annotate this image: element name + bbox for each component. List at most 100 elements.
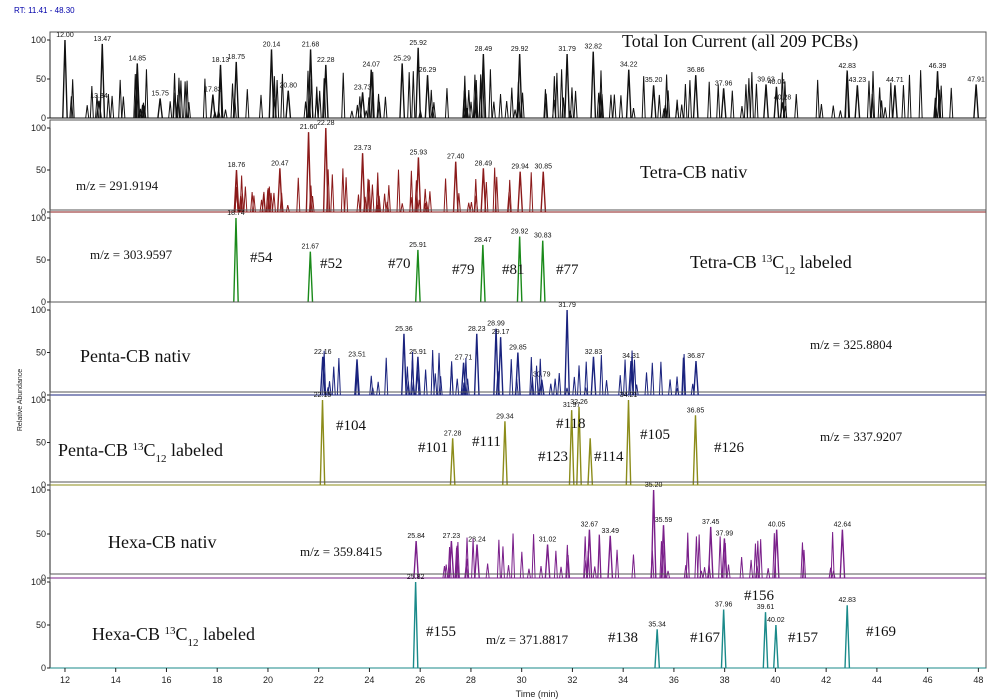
minor-peak — [488, 69, 493, 119]
y-tick-label: 50 — [36, 620, 46, 630]
y-tick-label: 0 — [41, 113, 46, 123]
minor-peak — [357, 96, 362, 119]
minor-peak — [949, 87, 954, 119]
y-tick-label: 50 — [36, 438, 46, 448]
peak — [399, 63, 406, 119]
minor-peak — [355, 104, 360, 119]
minor-peak — [565, 387, 569, 396]
congener-label: #157 — [788, 630, 819, 646]
minor-peak — [675, 99, 680, 119]
minor-peak — [758, 539, 763, 579]
peak-label: 36.87 — [687, 353, 705, 360]
minor-peak — [121, 96, 126, 119]
minor-peak — [261, 191, 266, 213]
minor-peak — [375, 172, 380, 213]
minor-peak — [516, 81, 521, 119]
mz-label: m/z = 291.9194 — [76, 178, 159, 193]
peak — [590, 51, 597, 119]
minor-peak — [134, 74, 139, 119]
peak — [322, 64, 329, 119]
minor-peak — [780, 72, 785, 119]
minor-peak — [815, 79, 820, 119]
peak — [973, 84, 980, 119]
peak-label: 14.85 — [129, 55, 147, 62]
minor-peak — [730, 90, 735, 119]
x-tick-label: 36 — [669, 675, 679, 685]
minor-peak — [382, 193, 387, 213]
peak — [448, 540, 455, 579]
y-axis-title: Relative Abundance — [17, 369, 24, 431]
congener-label: #138 — [608, 630, 638, 646]
minor-peak — [367, 179, 372, 213]
minor-peak — [363, 196, 368, 213]
x-tick-label: 34 — [618, 675, 628, 685]
peak-label: 35.20 — [645, 482, 663, 489]
congener-label: #114 — [594, 449, 624, 465]
peak — [650, 85, 657, 119]
minor-peak — [469, 101, 474, 119]
minor-peak — [632, 359, 637, 396]
minor-peak — [723, 542, 728, 579]
minor-peak — [308, 185, 313, 213]
congener-label: #105 — [640, 427, 670, 443]
minor-peak — [417, 199, 422, 213]
minor-peak — [202, 78, 207, 119]
peak — [415, 47, 422, 119]
peak — [564, 54, 570, 119]
minor-peak — [631, 107, 636, 119]
minor-peak — [749, 72, 754, 119]
peak-label: 29.92 — [511, 228, 529, 235]
x-tick-label: 16 — [161, 675, 171, 685]
peak-label: 40.05 — [768, 522, 786, 529]
minor-peak — [336, 358, 341, 396]
minor-peak — [683, 83, 688, 119]
minor-peak — [530, 376, 535, 396]
peak — [412, 581, 419, 669]
peak-label: 33.49 — [601, 528, 619, 535]
minor-peak — [498, 93, 503, 119]
minor-peak — [455, 378, 460, 396]
minor-peak — [178, 80, 183, 119]
y-tick-label: 100 — [31, 577, 46, 587]
minor-peak — [666, 570, 671, 579]
minor-peak — [266, 188, 271, 213]
y-tick-label: 50 — [36, 165, 46, 175]
minor-peak — [466, 202, 471, 213]
y-tick-label: 0 — [41, 573, 46, 583]
minor-peak — [675, 376, 680, 396]
minor-peak — [566, 554, 571, 579]
peak — [607, 535, 614, 579]
minor-peak — [866, 80, 871, 119]
peak — [854, 85, 861, 119]
congener-label: #101 — [418, 440, 448, 456]
peak — [538, 379, 545, 396]
minor-peak — [509, 359, 514, 396]
peak — [157, 98, 164, 119]
congener-label: #169 — [866, 624, 896, 640]
peak-label: 18.13 — [212, 57, 230, 64]
y-tick-label: 50 — [36, 255, 46, 265]
minor-peak — [939, 85, 944, 119]
minor-peak — [675, 388, 680, 396]
minor-peak — [69, 96, 74, 119]
peak-label: 25.29 — [393, 55, 411, 62]
mz-label: m/z = 371.8817 — [486, 632, 569, 647]
minor-peak — [272, 84, 277, 119]
minor-peak — [554, 72, 559, 119]
peak — [590, 356, 597, 396]
minor-peak — [296, 177, 301, 213]
minor-peak — [739, 557, 744, 579]
minor-peak — [511, 533, 516, 579]
minor-peak — [95, 95, 100, 119]
minor-peak — [414, 180, 419, 213]
minor-peak — [901, 85, 906, 119]
peak-label: 42.83 — [838, 597, 856, 604]
minor-peak — [415, 370, 420, 396]
minor-peak — [366, 97, 371, 119]
minor-peak — [376, 381, 381, 396]
minor-peak — [599, 354, 604, 396]
minor-peak — [509, 87, 514, 119]
minor-peak — [504, 100, 509, 119]
peak-label: 21.68 — [302, 41, 320, 48]
